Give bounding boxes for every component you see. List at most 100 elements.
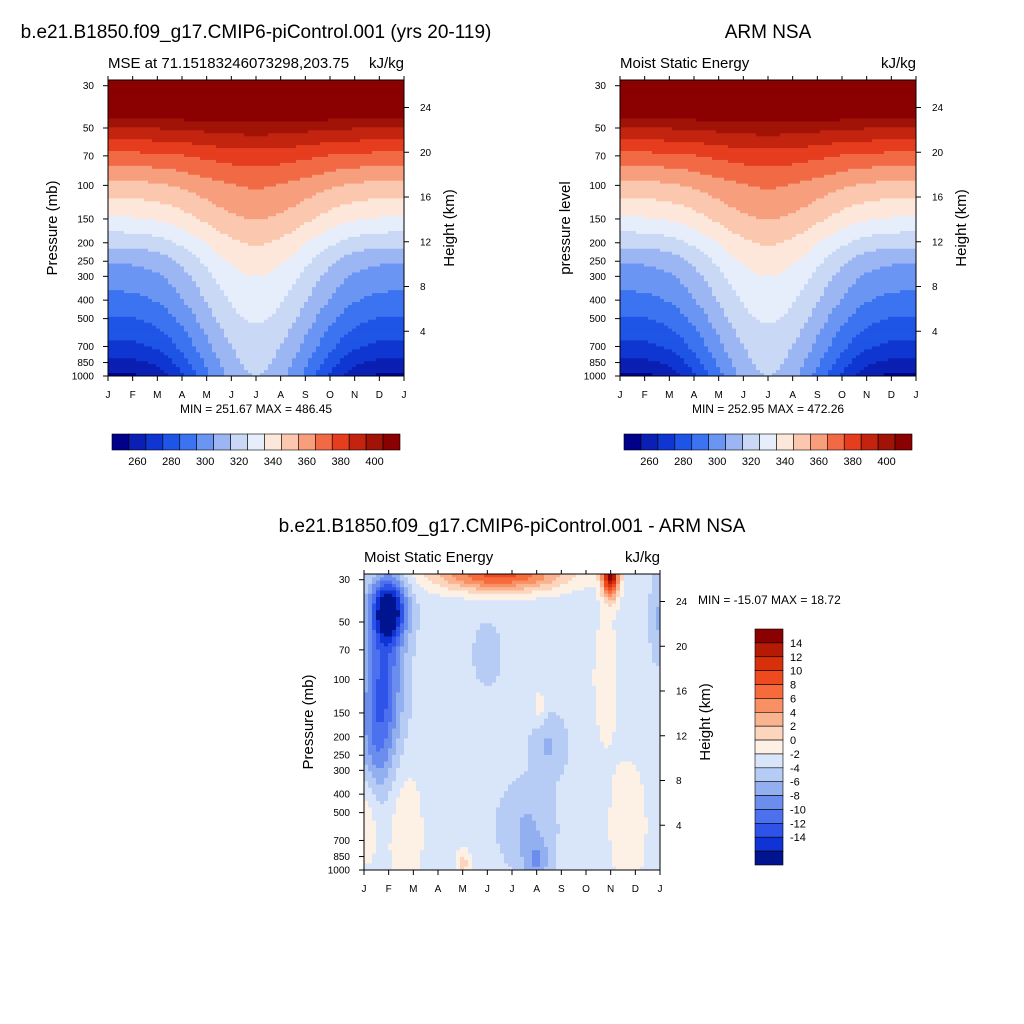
model-cell xyxy=(116,322,121,327)
model-cell xyxy=(240,121,245,125)
model-cell xyxy=(144,124,149,128)
model-cell xyxy=(268,180,273,184)
model-cell xyxy=(112,159,117,164)
model-cell xyxy=(128,177,133,182)
model-cell xyxy=(300,177,305,182)
model-cell xyxy=(136,195,141,199)
model-cell xyxy=(228,245,233,250)
model-cell xyxy=(268,346,273,350)
model-cell xyxy=(128,82,133,87)
model-cell xyxy=(152,192,157,196)
model-cell xyxy=(244,325,249,330)
model-cell xyxy=(248,287,253,291)
model-cell xyxy=(132,136,137,140)
model-cell xyxy=(152,177,157,182)
model-cell xyxy=(224,257,229,261)
model-cell xyxy=(196,233,201,238)
model-cell xyxy=(124,115,129,119)
model-cell xyxy=(232,287,237,291)
model-cell xyxy=(116,233,121,238)
model-cell xyxy=(148,272,153,276)
model-cell xyxy=(108,266,113,270)
model-cell xyxy=(120,331,125,335)
model-cell xyxy=(224,210,229,214)
model-cell xyxy=(288,109,293,113)
model-cell xyxy=(280,230,285,235)
model-cell xyxy=(156,192,161,196)
model-cell xyxy=(144,364,149,368)
model-cell xyxy=(108,361,113,365)
model-cell xyxy=(280,97,285,102)
model-cell xyxy=(280,266,285,270)
model-cell xyxy=(288,334,293,338)
model-cell xyxy=(136,192,141,196)
model-cell xyxy=(256,228,261,232)
model-cell xyxy=(188,106,193,110)
model-cell xyxy=(152,186,157,190)
model-cell xyxy=(204,154,209,158)
model-cell xyxy=(128,121,133,125)
model-cell xyxy=(244,296,249,300)
model-cell xyxy=(120,213,125,217)
model-cell xyxy=(216,233,221,238)
model-cell xyxy=(196,201,201,205)
model-cell xyxy=(156,349,161,353)
model-cell xyxy=(176,278,181,282)
model-cell xyxy=(144,325,149,330)
model-cell xyxy=(276,287,281,291)
model-cell xyxy=(288,337,293,341)
model-cell xyxy=(136,287,141,291)
model-cell xyxy=(184,186,189,190)
model-cell xyxy=(152,290,157,294)
model-cell xyxy=(216,334,221,338)
model-cell xyxy=(128,290,133,294)
model-cell xyxy=(292,355,297,359)
model-cell xyxy=(108,254,113,258)
model-cell xyxy=(256,340,261,344)
model-cell xyxy=(164,242,169,247)
model-cell xyxy=(292,207,297,211)
model-cell xyxy=(292,177,297,182)
model-cell xyxy=(112,127,117,131)
model-cell xyxy=(260,121,265,125)
model-cell xyxy=(260,302,265,306)
model-cell xyxy=(220,307,225,312)
model-cell xyxy=(184,233,189,238)
model-cell xyxy=(212,192,217,196)
model-cell xyxy=(160,355,165,359)
model-cell xyxy=(172,266,177,270)
model-cell xyxy=(180,168,185,173)
model-cell xyxy=(200,145,205,149)
model-cell xyxy=(288,213,293,217)
model-cell xyxy=(144,145,149,149)
model-cell xyxy=(292,145,297,149)
model-cell xyxy=(112,168,117,173)
model-cell xyxy=(228,346,233,350)
model-cell xyxy=(260,257,265,261)
model-cell xyxy=(132,121,137,125)
model-cell xyxy=(288,162,293,167)
model-cell xyxy=(184,334,189,338)
model-cell xyxy=(196,349,201,353)
model-cell xyxy=(232,373,237,376)
model-cell xyxy=(216,154,221,158)
model-field xyxy=(108,80,404,376)
model-cell xyxy=(148,103,153,108)
model-cell xyxy=(200,251,205,256)
model-cell xyxy=(248,346,253,350)
model-cell xyxy=(272,162,277,167)
model-cell xyxy=(156,257,161,261)
model-cell xyxy=(296,195,301,199)
model-cell xyxy=(196,343,201,347)
model-cell xyxy=(276,325,281,330)
model-cell xyxy=(304,275,309,279)
model-cell xyxy=(112,266,117,270)
model-cell xyxy=(192,284,197,288)
model-cell xyxy=(240,230,245,235)
model-cell xyxy=(172,174,177,179)
model-cell xyxy=(144,304,149,309)
model-cell xyxy=(156,142,161,146)
model-cell xyxy=(200,177,205,182)
model-cell xyxy=(208,106,213,110)
